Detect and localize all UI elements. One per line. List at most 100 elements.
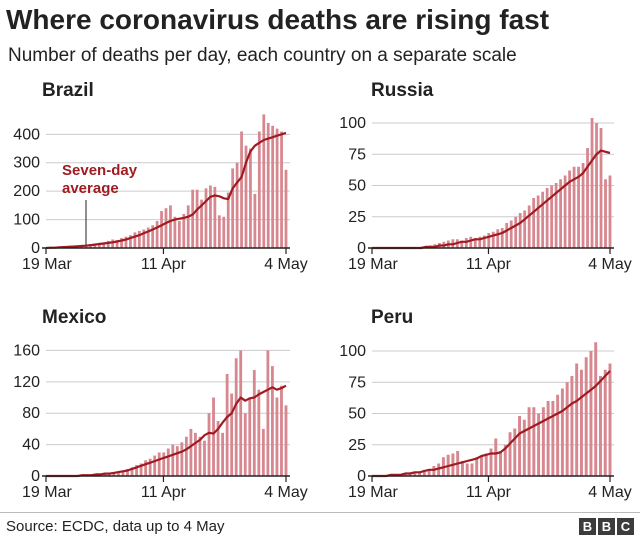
brazil-bar [111, 239, 115, 248]
peru-x-tick-label: 4 May [588, 484, 632, 501]
brazil-bar [226, 192, 230, 248]
peru-bar [489, 448, 493, 476]
brazil-bar [151, 225, 155, 248]
brazil-bar [209, 185, 212, 248]
mexico-bar [230, 393, 234, 476]
peru-bar [418, 472, 422, 476]
peru-bar [427, 469, 431, 476]
peru-bar [503, 444, 507, 476]
russia-bar [577, 166, 580, 248]
russia-bar [505, 223, 509, 248]
peru-bar [565, 382, 569, 476]
peru-bar [541, 407, 545, 476]
russia-y-tick-label: 75 [348, 146, 366, 163]
russia-bar [608, 175, 612, 248]
brazil-bar [195, 189, 199, 248]
mexico-x-tick-label: 11 Apr [141, 484, 187, 501]
russia-chart: 0 25 50 75 100 19 Mar 11 Apr 4 May [339, 115, 632, 273]
mexico-bar [117, 471, 120, 476]
logo-letter: C [617, 518, 634, 535]
peru-bar [608, 363, 612, 476]
peru-bar [522, 419, 526, 476]
brazil-chart: 0 100 200 300 400 19 Mar 11 Apr 4 May Seven-daya… [13, 114, 308, 273]
russia-bar [572, 166, 576, 248]
russia-bar [599, 128, 603, 248]
mexico-bar [207, 413, 211, 476]
russia-x-tick-label: 4 May [588, 256, 632, 273]
peru-bar [556, 394, 560, 476]
mexico-bar [135, 465, 138, 476]
mexico-bar [144, 460, 148, 476]
brazil-bar [106, 240, 110, 248]
chart-subtitle: Number of deaths per day, each country o… [8, 45, 517, 66]
peru-bar [422, 469, 426, 476]
mexico-y-tick-label: 160 [13, 342, 40, 359]
mexico-bar [243, 413, 247, 476]
russia-bar [554, 183, 558, 248]
russia-y-tick-label: 100 [339, 115, 366, 132]
mexico-x-tick-label: 19 Mar [22, 484, 72, 501]
peru-bar [508, 432, 512, 476]
mexico-y-tick-label: 0 [31, 468, 40, 485]
mexico-bar [203, 440, 206, 476]
peru-bar [413, 472, 417, 476]
peru-y-tick-label: 25 [348, 437, 366, 454]
peru-bar [546, 401, 550, 476]
mexico-bar [175, 446, 179, 476]
russia-bar [590, 118, 594, 248]
brazil-y-tick-label: 100 [13, 212, 40, 229]
peru-bar [532, 407, 536, 476]
russia-x-tick-label: 19 Mar [348, 256, 398, 273]
peru-bar [570, 376, 574, 476]
peru-y-tick-label: 0 [357, 468, 366, 485]
mexico-bar [280, 385, 283, 476]
mexico-bar [234, 358, 238, 476]
brazil-bar [102, 242, 106, 248]
brazil-bar [115, 240, 119, 248]
brazil-bar [266, 122, 270, 248]
peru-bar [579, 369, 583, 476]
mexico-bar [184, 436, 188, 476]
russia-bar [491, 231, 495, 248]
brazil-x-tick-label: 11 Apr [141, 256, 187, 273]
peru-y-tick-label: 75 [348, 374, 366, 391]
mexico-bar [212, 397, 215, 476]
brazil-bar [173, 216, 177, 248]
brazil-bar [231, 168, 235, 248]
brazil-annotation-label: Seven-day [62, 162, 138, 179]
mexico-bar [248, 397, 252, 476]
panel-title-mexico: Mexico [42, 307, 107, 328]
russia-bar [482, 235, 486, 248]
mexico-bar [171, 444, 175, 476]
peru-bar [527, 407, 531, 476]
peru-bar [484, 453, 488, 476]
russia-bar [509, 220, 513, 248]
brazil-x-tick-label: 4 May [264, 256, 308, 273]
brazil-bar [177, 221, 181, 248]
brazil-bar [137, 230, 141, 248]
mexico-y-tick-label: 120 [13, 374, 40, 391]
panel-title-brazil: Brazil [42, 80, 94, 101]
mexico-x-tick-label: 4 May [264, 484, 308, 501]
brazil-bar [240, 131, 243, 248]
peru-average-line [372, 370, 611, 478]
brazil-bar [97, 242, 101, 248]
russia-bar [559, 179, 562, 248]
mexico-bar [180, 442, 184, 476]
peru-bar [513, 428, 517, 476]
brazil-bar [271, 125, 275, 248]
brazil-bar [129, 235, 132, 248]
mexico-bar [166, 448, 170, 476]
brazil-bar [249, 148, 252, 248]
brazil-bar [120, 238, 123, 248]
russia-bar [487, 233, 491, 248]
peru-bar [594, 342, 598, 476]
peru-x-tick-label: 11 Apr [466, 484, 512, 501]
russia-bar [478, 236, 482, 248]
peru-bar [537, 413, 541, 476]
mexico-bar [103, 473, 107, 476]
brazil-bar [186, 205, 190, 248]
russia-bar [604, 179, 607, 248]
brazil-bar [164, 208, 168, 248]
russia-bar [460, 240, 464, 248]
